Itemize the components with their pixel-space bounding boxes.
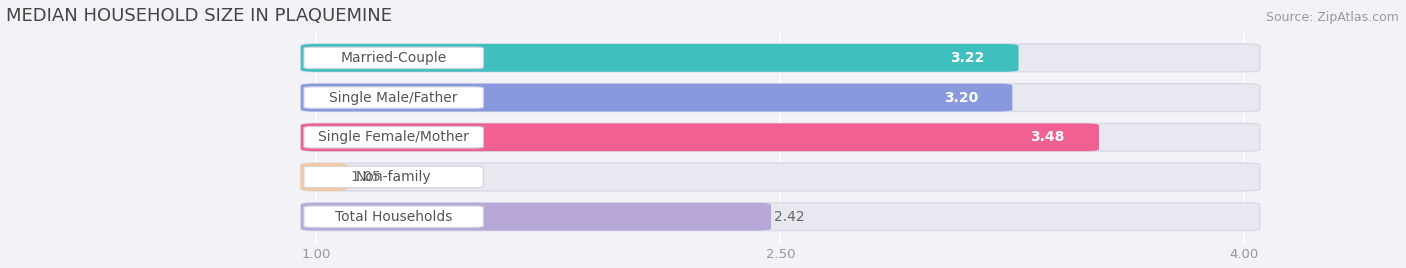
- FancyBboxPatch shape: [301, 203, 770, 230]
- Text: Non-family: Non-family: [356, 170, 432, 184]
- FancyBboxPatch shape: [304, 47, 484, 69]
- FancyBboxPatch shape: [301, 163, 1260, 191]
- FancyBboxPatch shape: [301, 123, 1260, 151]
- Text: 3.48: 3.48: [1031, 130, 1064, 144]
- FancyBboxPatch shape: [304, 126, 484, 148]
- FancyBboxPatch shape: [301, 44, 1018, 72]
- FancyBboxPatch shape: [301, 84, 1260, 111]
- Text: Married-Couple: Married-Couple: [340, 51, 447, 65]
- FancyBboxPatch shape: [304, 166, 484, 188]
- Text: MEDIAN HOUSEHOLD SIZE IN PLAQUEMINE: MEDIAN HOUSEHOLD SIZE IN PLAQUEMINE: [6, 7, 391, 25]
- Text: 1.05: 1.05: [350, 170, 381, 184]
- FancyBboxPatch shape: [301, 203, 1260, 230]
- FancyBboxPatch shape: [301, 44, 1260, 72]
- Text: 3.22: 3.22: [950, 51, 984, 65]
- FancyBboxPatch shape: [301, 123, 1099, 151]
- Text: Source: ZipAtlas.com: Source: ZipAtlas.com: [1265, 11, 1399, 24]
- FancyBboxPatch shape: [301, 163, 347, 191]
- FancyBboxPatch shape: [304, 87, 484, 108]
- FancyBboxPatch shape: [304, 206, 484, 228]
- Text: Single Male/Father: Single Male/Father: [329, 91, 458, 105]
- Text: Single Female/Mother: Single Female/Mother: [318, 130, 470, 144]
- FancyBboxPatch shape: [301, 84, 1012, 111]
- Text: 2.42: 2.42: [775, 210, 804, 224]
- Text: Total Households: Total Households: [335, 210, 453, 224]
- Text: 3.20: 3.20: [943, 91, 979, 105]
